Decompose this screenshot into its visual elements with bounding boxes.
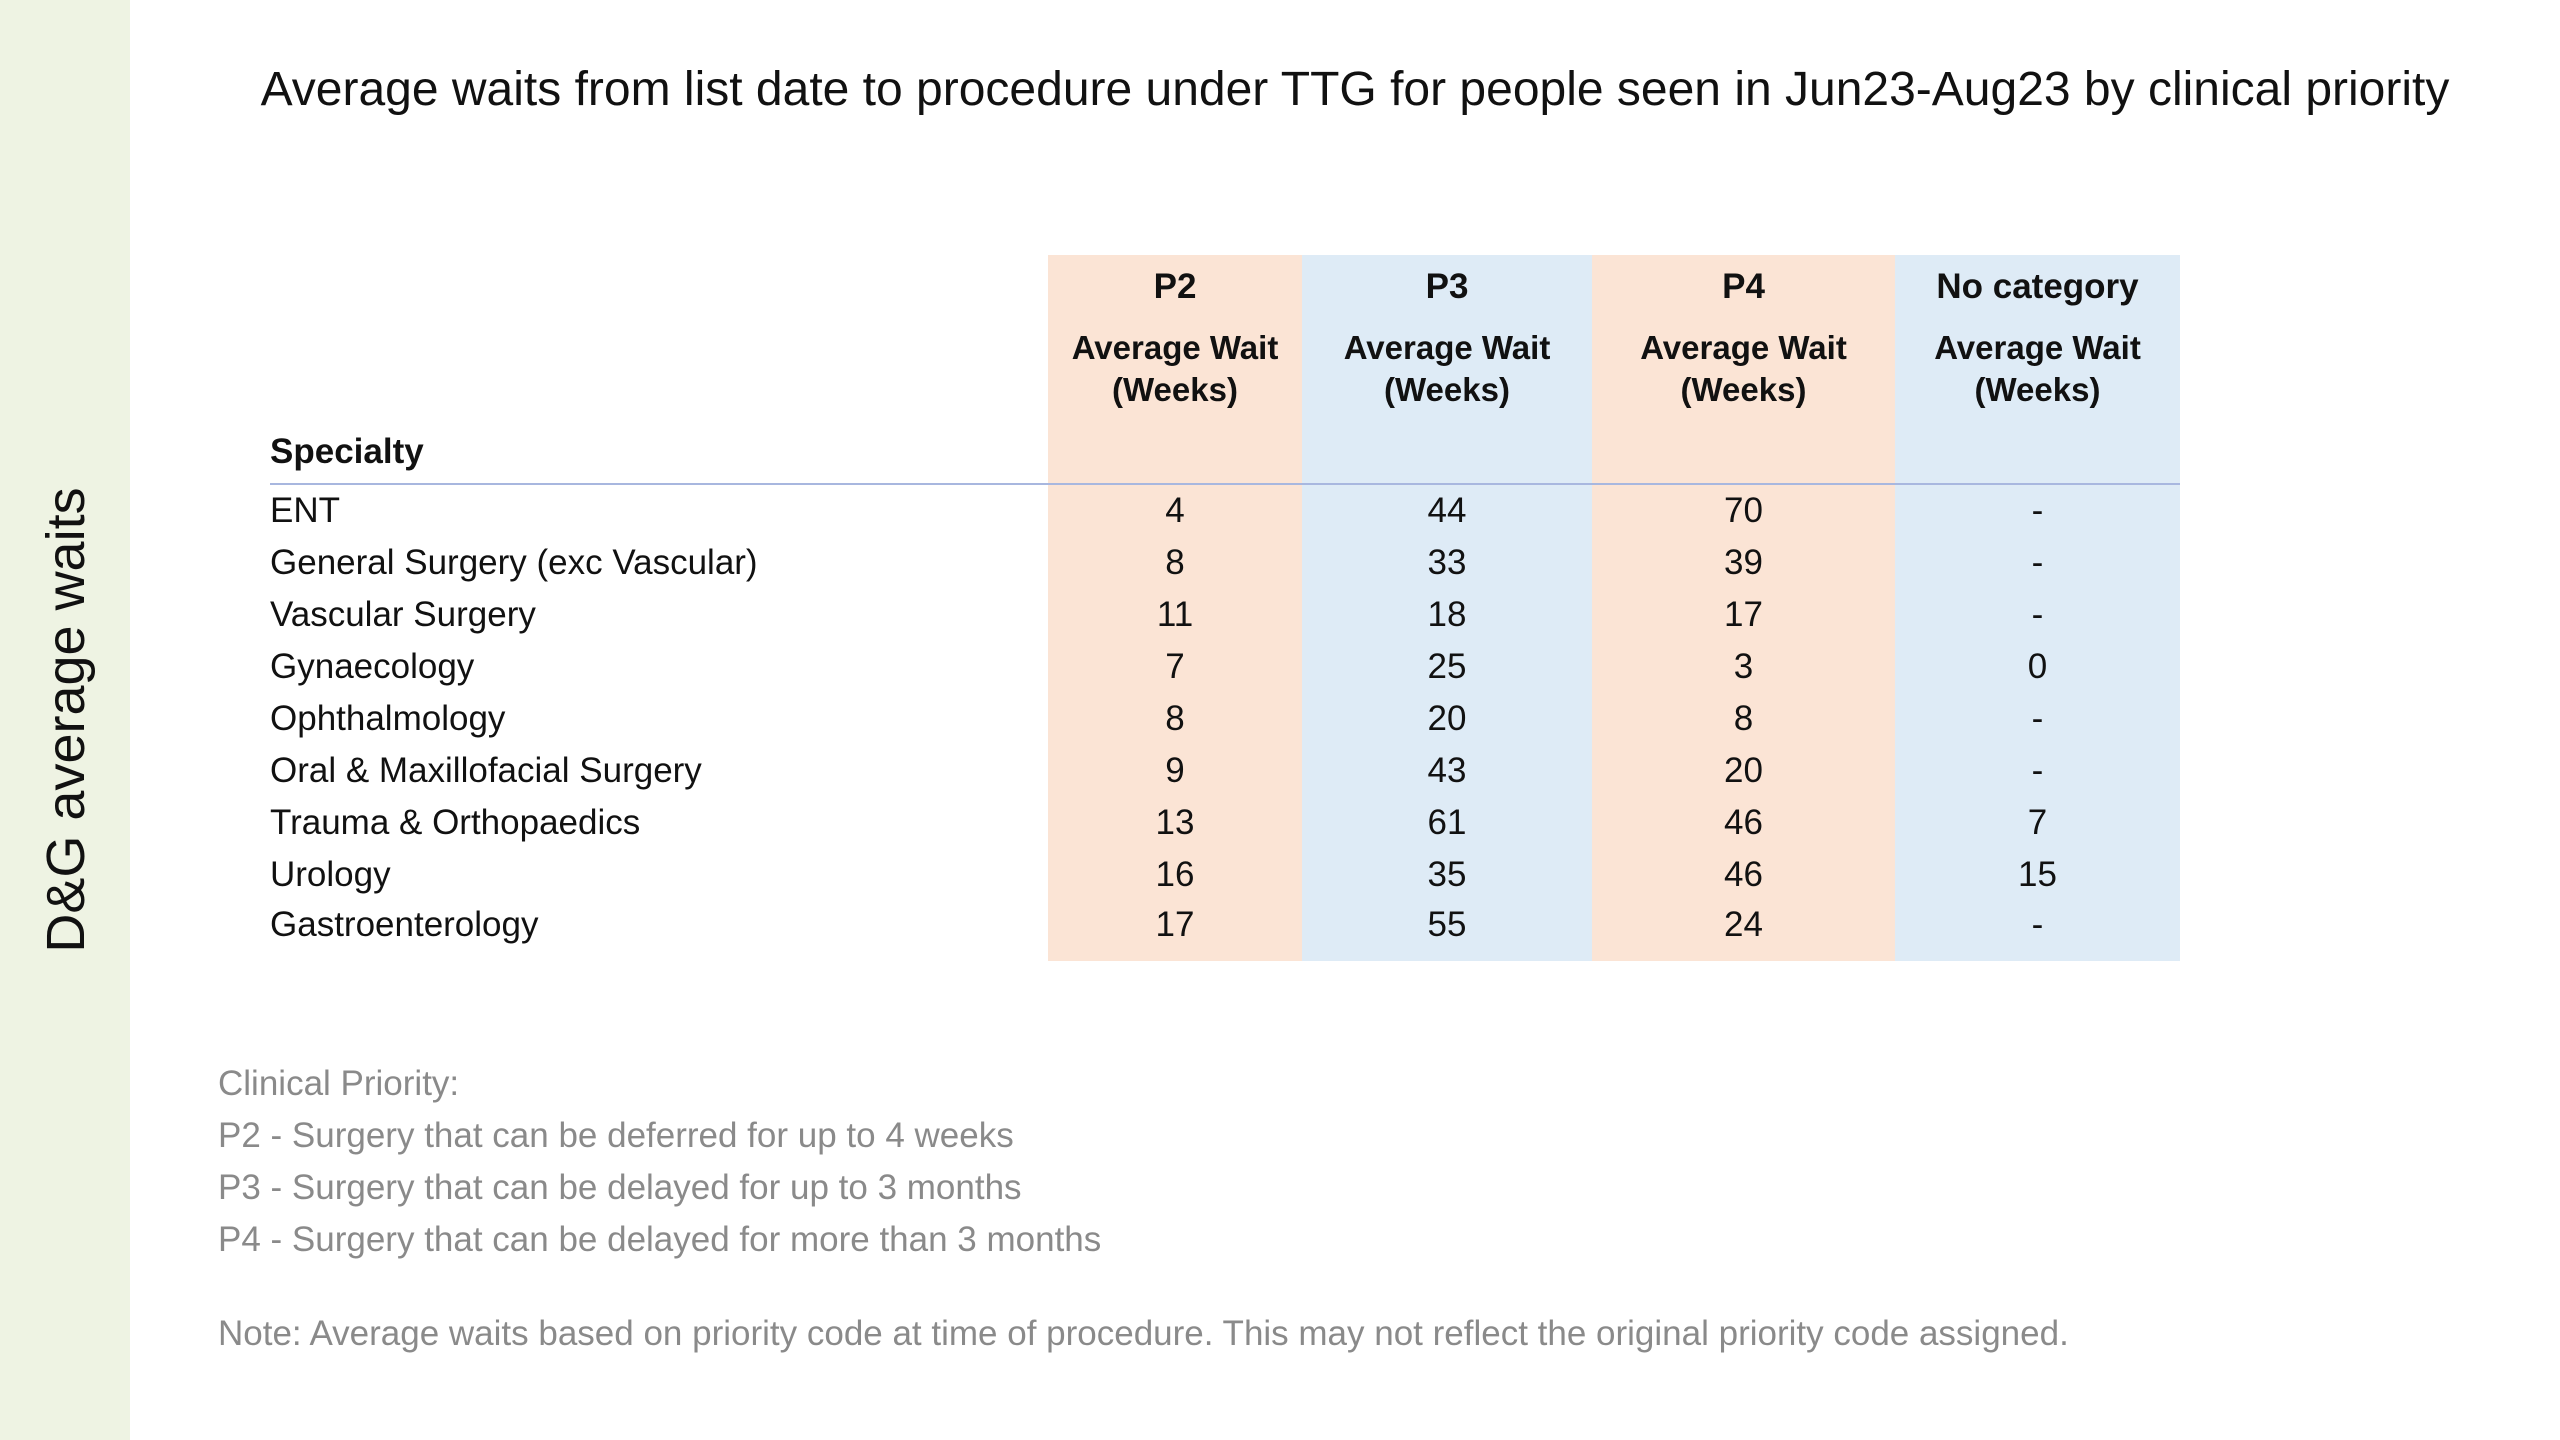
p4-cell: 17 bbox=[1592, 589, 1895, 641]
priority-header-row: P2 P3 P4 No category bbox=[270, 255, 2180, 319]
side-title: D&G average waits bbox=[36, 487, 96, 953]
p2-cell: 17 bbox=[1048, 901, 1302, 961]
header-p3: P3 bbox=[1302, 255, 1592, 319]
specialty-cell: Trauma & Orthopaedics bbox=[270, 803, 641, 842]
specialty-cell: Gastroenterology bbox=[270, 905, 539, 944]
p3-cell: 43 bbox=[1302, 745, 1592, 797]
p3-cell: 61 bbox=[1302, 797, 1592, 849]
table-row: Urology 16 35 46 15 bbox=[270, 849, 2180, 901]
table-row: General Surgery (exc Vascular) 8 33 39 - bbox=[270, 537, 2180, 589]
subheader-p4: Average Wait (Weeks) bbox=[1592, 319, 1895, 485]
specialty-header: Specialty bbox=[270, 319, 1048, 485]
legend-item-p4: P4 - Surgery that can be delayed for mor… bbox=[218, 1220, 1102, 1259]
specialty-header-spacer bbox=[270, 255, 1048, 319]
no-category-cell: - bbox=[1895, 537, 2180, 589]
wait-table-container: P2 P3 P4 No category Specialty Average W… bbox=[270, 255, 2180, 961]
subheader-p3: Average Wait (Weeks) bbox=[1302, 319, 1592, 485]
slide-title: Average waits from list date to procedur… bbox=[260, 63, 2450, 116]
p4-cell: 24 bbox=[1592, 901, 1895, 961]
p4-cell: 46 bbox=[1592, 849, 1895, 901]
p2-cell: 7 bbox=[1048, 641, 1302, 693]
p2-cell: 11 bbox=[1048, 589, 1302, 641]
no-category-cell: - bbox=[1895, 901, 2180, 961]
p4-cell: 3 bbox=[1592, 641, 1895, 693]
subheader-line1: Average Wait bbox=[1071, 329, 1279, 366]
p4-cell: 8 bbox=[1592, 693, 1895, 745]
specialty-cell: Vascular Surgery bbox=[270, 595, 536, 634]
p4-cell: 20 bbox=[1592, 745, 1895, 797]
p3-cell: 25 bbox=[1302, 641, 1592, 693]
p3-cell: 44 bbox=[1302, 484, 1592, 537]
subheader-no-category: Average Wait (Weeks) bbox=[1895, 319, 2180, 485]
p2-cell: 8 bbox=[1048, 537, 1302, 589]
table-row: Ophthalmology 8 20 8 - bbox=[270, 693, 2180, 745]
table-body: ENT 4 44 70 - General Surgery (exc Vascu… bbox=[270, 484, 2180, 961]
subheader-line1: Average Wait bbox=[1343, 329, 1551, 366]
p4-cell: 70 bbox=[1592, 484, 1895, 537]
specialty-cell: General Surgery (exc Vascular) bbox=[270, 543, 758, 582]
no-category-cell: - bbox=[1895, 589, 2180, 641]
p2-cell: 16 bbox=[1048, 849, 1302, 901]
clinical-priority-legend: Clinical Priority: P2 - Surgery that can… bbox=[218, 1058, 1101, 1266]
side-strip: D&G average waits bbox=[0, 0, 130, 1440]
legend-item-p3: P3 - Surgery that can be delayed for up … bbox=[218, 1168, 1022, 1207]
no-category-cell: 0 bbox=[1895, 641, 2180, 693]
table-row: ENT 4 44 70 - bbox=[270, 484, 2180, 537]
no-category-cell: - bbox=[1895, 745, 2180, 797]
legend-heading: Clinical Priority: bbox=[218, 1064, 460, 1103]
header-p2: P2 bbox=[1048, 255, 1302, 319]
table-row: Gastroenterology 17 55 24 - bbox=[270, 901, 2180, 961]
subheader-line2: (Weeks) bbox=[1974, 371, 2101, 408]
table-row: Trauma & Orthopaedics 13 61 46 7 bbox=[270, 797, 2180, 849]
p3-cell: 20 bbox=[1302, 693, 1592, 745]
legend-item-p2: P2 - Surgery that can be deferred for up… bbox=[218, 1116, 1014, 1155]
table-row: Oral & Maxillofacial Surgery 9 43 20 - bbox=[270, 745, 2180, 797]
table-row: Vascular Surgery 11 18 17 - bbox=[270, 589, 2180, 641]
subheader-line1: Average Wait bbox=[1640, 329, 1847, 366]
p2-cell: 13 bbox=[1048, 797, 1302, 849]
p3-cell: 35 bbox=[1302, 849, 1592, 901]
subheader-p2: Average Wait (Weeks) bbox=[1048, 319, 1302, 485]
p2-cell: 4 bbox=[1048, 484, 1302, 537]
p2-cell: 8 bbox=[1048, 693, 1302, 745]
p4-cell: 46 bbox=[1592, 797, 1895, 849]
no-category-cell: 15 bbox=[1895, 849, 2180, 901]
footnote: Note: Average waits based on priority co… bbox=[218, 1314, 2069, 1353]
p3-cell: 33 bbox=[1302, 537, 1592, 589]
specialty-cell: ENT bbox=[270, 491, 340, 530]
subheader-line1: Average Wait bbox=[1934, 329, 2141, 366]
p3-cell: 55 bbox=[1302, 901, 1592, 961]
subheader-line2: (Weeks) bbox=[1112, 371, 1238, 408]
no-category-cell: - bbox=[1895, 693, 2180, 745]
specialty-cell: Ophthalmology bbox=[270, 699, 506, 738]
no-category-cell: 7 bbox=[1895, 797, 2180, 849]
specialty-cell: Urology bbox=[270, 855, 391, 894]
p3-cell: 18 bbox=[1302, 589, 1592, 641]
subheader-line2: (Weeks) bbox=[1384, 371, 1510, 408]
subheader-line2: (Weeks) bbox=[1680, 371, 1807, 408]
table-row: Gynaecology 7 25 3 0 bbox=[270, 641, 2180, 693]
no-category-cell: - bbox=[1895, 484, 2180, 537]
header-p4: P4 bbox=[1592, 255, 1895, 319]
specialty-cell: Gynaecology bbox=[270, 647, 475, 686]
subheader-row: Specialty Average Wait (Weeks) Average W… bbox=[270, 319, 2180, 485]
wait-table: P2 P3 P4 No category Specialty Average W… bbox=[270, 255, 2180, 961]
header-no-category: No category bbox=[1895, 255, 2180, 319]
p2-cell: 9 bbox=[1048, 745, 1302, 797]
p4-cell: 39 bbox=[1592, 537, 1895, 589]
specialty-cell: Oral & Maxillofacial Surgery bbox=[270, 751, 702, 790]
